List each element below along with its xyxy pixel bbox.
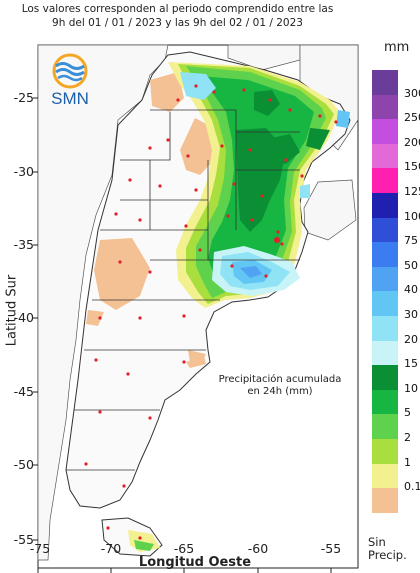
legend-swatch [372,70,398,96]
legend-swatch [372,143,398,169]
y-tick-labels: -25 -30 -35 -40 -45 -50 -55 [14,90,34,547]
station-markers [84,84,338,540]
logo-text: SMN [51,89,89,108]
y-axis-label: Latitud Sur [4,274,20,347]
x-axis-label: Longitud Oeste [138,555,252,570]
legend-label: 2 [404,431,411,444]
chile-outline [37,44,169,561]
legend-label: 100 [404,209,420,223]
rain-north-cyan [180,72,216,100]
rain-er-cyan [300,184,310,198]
legend-swatch [372,94,398,120]
rain-tdf-green [134,540,154,551]
rain-nw-tan [150,72,184,112]
legend-label: 300 [404,86,420,100]
annotation-line-1: Precipitación acumulada [218,374,342,385]
legend-label: 40 [404,283,418,297]
rain-neuquen-tan [94,238,150,310]
legend-label: 150 [404,160,420,174]
legend-label: 30 [404,308,418,321]
logo-wave-icon [55,62,85,70]
legend-swatch [372,242,398,268]
legend-swatch [372,217,398,243]
legend-swatch [372,389,398,415]
legend-no-precip-label: Sin Precip. [368,536,407,562]
legend-label: 20 [404,332,418,346]
no-precip-line-1: Sin [368,535,386,549]
legend-swatch [372,119,398,145]
legend-label: 125 [404,185,420,198]
logo-sun-icon [52,53,88,89]
annotation-line-2: en 24h (mm) [247,386,313,397]
x-tick-label: -55 [321,541,341,556]
legend-swatch [372,316,398,342]
smn-logo: SMN [51,53,89,108]
no-precip-line-2: Precip. [368,548,407,562]
y-tick-label: -35 [14,237,34,252]
axis-tick-marks [33,97,332,573]
rain-chubut-tan [186,356,206,368]
y-tick-label: -40 [14,310,34,325]
title-line-2: 9h del 01 / 01 / 2023 y las 9h del 02 / … [52,17,303,29]
legend-label: 200 [404,135,420,149]
legend-unit: mm [384,40,410,55]
legend-swatch [372,266,398,292]
y-tick-label: -50 [14,457,34,472]
legend-swatch [372,291,398,317]
x-tick-label: -65 [174,541,194,556]
legend-label: 15 [404,357,418,371]
x-tick-label: -75 [30,541,50,556]
legend-label: 75 [404,234,418,248]
y-tick-label: -25 [14,90,34,105]
legend-label: 250 [404,111,420,125]
legend-label: 0.1 [404,480,420,494]
legend-swatch [372,340,398,366]
legend-label: 10 [404,381,418,395]
rain-andes-tan [86,310,104,326]
legend-swatch [372,168,398,194]
legend-swatch [372,193,398,219]
province-boundaries [66,109,300,471]
rain-misiones-darkgreen [306,128,330,150]
x-tick-label: -70 [101,541,121,556]
legend-label: 5 [404,406,411,420]
rain-ne-darkgreen [262,134,300,164]
rain-pampa-darkblue [240,266,262,278]
legend-swatch [372,488,398,514]
map-annotation: Precipitación acumulada en 24h (mm) [205,374,355,398]
bolivia-paraguay-outline [227,44,301,71]
y-tick-label: -45 [14,384,34,399]
legend-swatch [372,365,398,391]
x-tick-label: -60 [248,541,268,556]
legend-swatch [372,414,398,440]
buenos-aires-marker [274,237,280,243]
rain-chaco-darkgreen [254,90,280,116]
legend-label: 1 [404,455,411,469]
title-line-1: Los valores corresponden al periodo comp… [21,3,334,15]
x-tick-labels: -75 -70 -65 -60 -55 [30,541,341,556]
uruguay-outline [303,179,357,241]
map-title: Los valores corresponden al periodo comp… [0,2,355,30]
legend-swatch [372,463,398,489]
legend-label: 50 [404,258,418,272]
legend-swatch [372,439,398,465]
rain-misiones-blue [336,110,350,128]
y-tick-label: -30 [14,164,34,179]
y-tick-label: -55 [14,532,34,547]
